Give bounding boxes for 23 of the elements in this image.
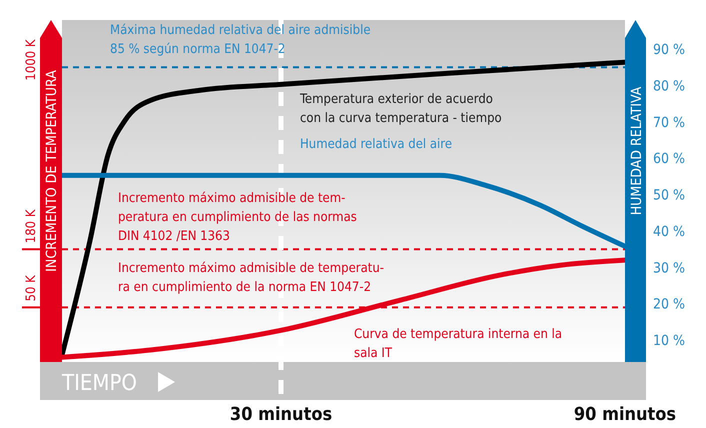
annotation: Temperatura exterior de acuerdo con la curva temperatura - tiempo: [299, 92, 502, 126]
y-tick-label: 80 %: [653, 78, 686, 94]
y-tick-label: 70 %: [653, 114, 686, 131]
y-tick-label: 40 %: [653, 224, 686, 240]
x-tick-label: 30 minutos: [230, 404, 332, 425]
annotation: Máxima humedad relativa del aire admisible 85 % según norma EN 1047-2: [110, 23, 371, 57]
y-tick-label: 90 %: [653, 42, 686, 58]
annotation: Incremento máximo admisible de tem- peratura en cumplimiento de las normas DIN 4102 /EN 1363: [118, 191, 357, 244]
y2-axis-title: HUMEDAD RELATIVA: [629, 86, 645, 216]
annotation: Curva de temperatura interna en la sala IT: [354, 327, 562, 361]
y-tick-label: 10 %: [653, 333, 686, 350]
ref-line-label: 180 K: [24, 209, 39, 244]
ref-line-label: 50 K: [24, 274, 39, 302]
y-tick-label: 60 %: [653, 151, 686, 168]
annotation: Incremento máximo admisible de temperatu- ra en cumplimiento de la norma EN 1047-2: [118, 261, 384, 295]
x-tick-label: 90 minutos: [574, 404, 676, 425]
text: 1000 K: [24, 39, 39, 81]
y-tick-label: 20 %: [653, 296, 686, 313]
annotation: Humedad relativa del aire: [300, 137, 452, 152]
y-tick-label: 50 %: [653, 188, 686, 204]
y-tick-label: 30 %: [653, 260, 686, 276]
y-axis-title: INCREMENTO DE TEMPERATURA: [44, 70, 60, 272]
x-axis-title: TIEMPO: [61, 371, 138, 396]
